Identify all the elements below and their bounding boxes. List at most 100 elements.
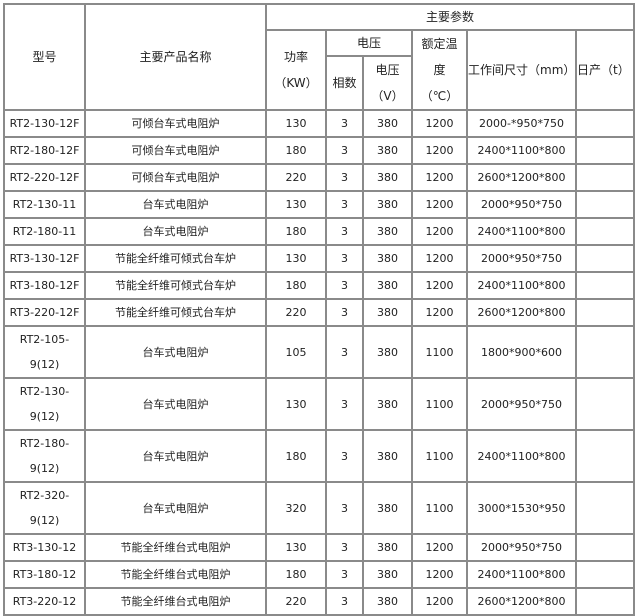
header-product-name: 主要产品名称 [84,3,267,111]
cell-temp: 1200 [411,217,468,246]
cell-model: RT2-130-12F [3,109,86,138]
cell-voltage: 380 [362,533,413,562]
cell-size: 2400*1100*800 [466,136,577,165]
cell-name: 节能全纤维可倾式台车炉 [84,244,267,273]
cell-voltage: 380 [362,271,413,300]
cell-power: 180 [265,560,327,589]
table-row: RT2-180-12F 可倾台车式电阻炉 180 3 380 1200 2400*1100*… [3,136,635,165]
table-row: RT2-180-11 台车式电阻炉 180 3 380 1200 2400*1100*800 [3,217,635,246]
cell-voltage: 380 [362,560,413,589]
cell-size: 2600*1200*800 [466,163,577,192]
table-row: RT2-130-11 台车式电阻炉 130 3 380 1200 2000*950*750 [3,190,635,219]
header-rated-temp-unit: （℃） [420,89,459,103]
cell-size: 2400*1100*800 [466,271,577,300]
cell-phases: 3 [325,163,364,192]
cell-output [575,481,635,535]
cell-model: RT2-220-12F [3,163,86,192]
cell-output [575,298,635,327]
cell-size: 2000*950*750 [466,244,577,273]
cell-name: 节能全纤维可倾式台车炉 [84,271,267,300]
cell-temp: 1100 [411,429,468,483]
cell-model: RT3-130-12 [3,533,86,562]
cell-power: 220 [265,298,327,327]
cell-model: RT2-180-9(12) [3,429,86,483]
cell-power: 180 [265,217,327,246]
cell-size: 2000*950*750 [466,533,577,562]
cell-phases: 3 [325,190,364,219]
cell-name: 台车式电阻炉 [84,429,267,483]
cell-temp: 1200 [411,163,468,192]
cell-name: 节能全纤维台式电阻炉 [84,533,267,562]
cell-temp: 1100 [411,377,468,431]
cell-size: 2400*1100*800 [466,429,577,483]
cell-voltage: 380 [362,481,413,535]
cell-output [575,429,635,483]
table-row: RT3-220-12 节能全纤维台式电阻炉 220 3 380 1200 2600*1200… [3,587,635,616]
cell-temp: 1200 [411,271,468,300]
cell-output [575,163,635,192]
cell-output [575,190,635,219]
table-row: RT3-220-12F 节能全纤维可倾式台车炉 220 3 380 1200 2600*12… [3,298,635,327]
header-rated-temp: 额定温 度 （℃） [411,29,468,111]
cell-model: RT2-130-11 [3,190,86,219]
cell-power: 220 [265,587,327,616]
header-voltage-group: 电压 [325,29,413,57]
cell-name: 台车式电阻炉 [84,217,267,246]
cell-power: 220 [265,163,327,192]
cell-name: 可倾台车式电阻炉 [84,109,267,138]
header-rated-temp-label: 额定温 [421,37,458,51]
cell-model: RT2-180-12F [3,136,86,165]
cell-size: 1800*900*600 [466,325,577,379]
cell-temp: 1200 [411,136,468,165]
cell-temp: 1100 [411,325,468,379]
cell-name: 台车式电阻炉 [84,325,267,379]
cell-temp: 1200 [411,244,468,273]
cell-voltage: 380 [362,244,413,273]
header-rated-temp-label-2: 度 [433,63,446,77]
cell-name: 台车式电阻炉 [84,481,267,535]
cell-temp: 1200 [411,190,468,219]
table-row: RT2-180-9(12) 台车式电阻炉 180 3 380 1100 2400*1100*… [3,429,635,483]
cell-power: 130 [265,109,327,138]
header-power-label: 功率 [283,50,308,64]
cell-name: 可倾台车式电阻炉 [84,163,267,192]
cell-phases: 3 [325,325,364,379]
header-voltage: 电压 （V） [362,55,413,111]
header-main-params: 主要参数 [265,3,635,31]
cell-output [575,325,635,379]
cell-model: RT3-130-12F [3,244,86,273]
cell-output [575,377,635,431]
cell-temp: 1200 [411,587,468,616]
table-row: RT3-130-12F 节能全纤维可倾式台车炉 130 3 380 1200 2000*95… [3,244,635,273]
cell-phases: 3 [325,217,364,246]
cell-voltage: 380 [362,587,413,616]
table-row: RT2-320-9(12) 台车式电阻炉 320 3 380 1100 3000*1530*… [3,481,635,535]
cell-model: RT3-180-12F [3,271,86,300]
header-work-size: 工作间尺寸（mm） [466,29,577,111]
cell-size: 2600*1200*800 [466,298,577,327]
header-daily-output: 日产（t） [575,29,635,111]
cell-output [575,560,635,589]
cell-power: 180 [265,271,327,300]
cell-size: 2000-*950*750 [466,109,577,138]
cell-name: 可倾台车式电阻炉 [84,136,267,165]
cell-power: 105 [265,325,327,379]
cell-voltage: 380 [362,325,413,379]
cell-voltage: 380 [362,163,413,192]
cell-phases: 3 [325,560,364,589]
cell-phases: 3 [325,271,364,300]
cell-name: 台车式电阻炉 [84,377,267,431]
cell-temp: 1200 [411,298,468,327]
header-voltage-unit: （V） [371,89,404,103]
cell-power: 130 [265,244,327,273]
cell-voltage: 380 [362,429,413,483]
table-row: RT2-130-12F 可倾台车式电阻炉 130 3 380 1200 2000-*950*… [3,109,635,138]
cell-size: 2000*950*750 [466,377,577,431]
header-power-unit: （KW） [274,76,318,90]
header-model: 型号 [3,3,86,111]
header-power: 功率 （KW） [265,29,327,111]
cell-name: 节能全纤维台式电阻炉 [84,587,267,616]
cell-power: 130 [265,533,327,562]
cell-voltage: 380 [362,377,413,431]
cell-phases: 3 [325,244,364,273]
